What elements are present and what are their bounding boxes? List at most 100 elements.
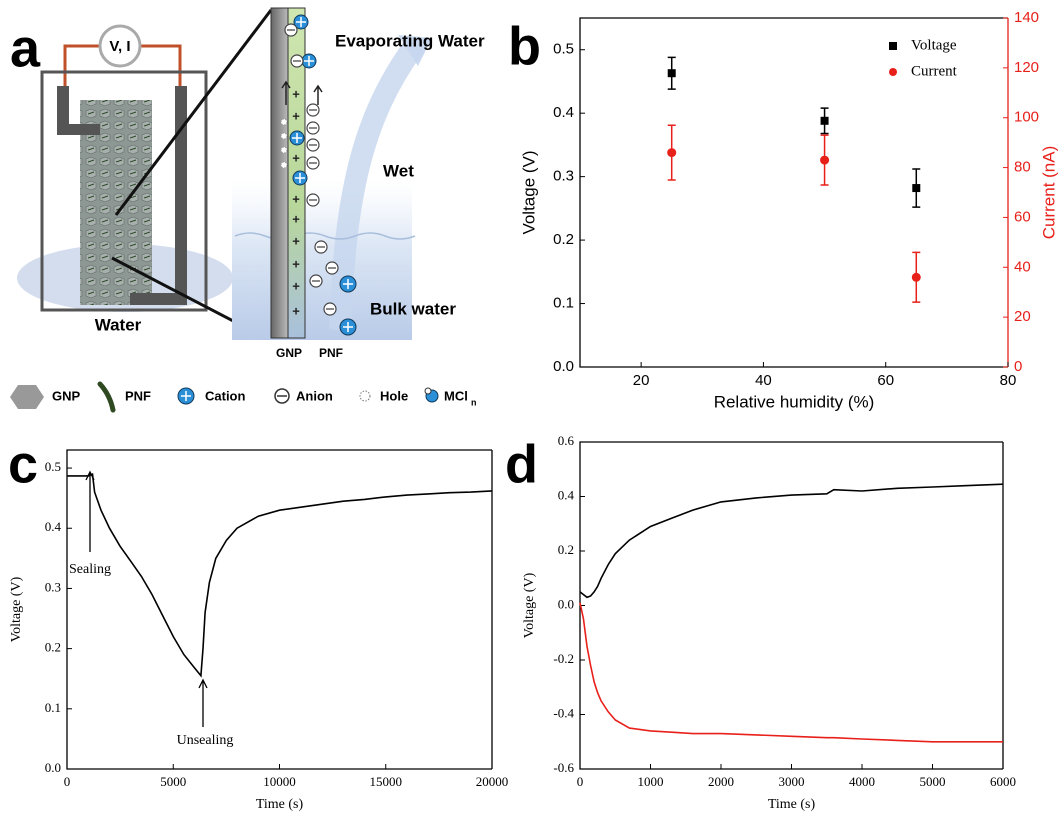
plus: + [292,303,300,318]
legend-cation-icon [181,391,191,401]
y-tick-label: 0.4 [558,487,575,502]
y2-tick-label: 0 [1014,358,1022,375]
x-tick-label: 4000 [849,774,875,789]
panel-label: d [505,434,538,494]
x-tick-label: 20000 [476,774,509,789]
axis-frame [66,449,492,770]
y-tick-label: 0.3 [45,579,61,594]
plus: + [292,256,300,271]
x-tick-label: 15000 [370,774,403,789]
marker [820,155,830,165]
plus: + [292,86,300,101]
legend-hole-icon [359,390,371,402]
plus: + [292,108,300,123]
y2-tick-label: 100 [1014,109,1039,126]
gnp-strip [270,7,289,339]
y-tick-label: 0.0 [553,358,574,375]
bulk-label: Bulk water [370,299,456,318]
legend-label: MCl [444,388,468,403]
y-tick-label: 0.2 [553,231,574,248]
legend-label: Voltage [911,37,957,53]
annotation: Sealing [69,562,111,577]
x-tick-label: 2000 [708,774,734,789]
anions [284,23,339,316]
y-axis-label: Voltage (V) [519,150,538,234]
legend-label: Hole [380,388,408,403]
zoom-line [114,9,273,216]
legend-label: Anion [296,388,333,403]
x-tick-label: 3000 [779,774,805,789]
x-axis-label: Time (s) [768,797,816,812]
annotation-arrow [85,470,95,552]
legend-mcl-icon [424,387,432,395]
meter [98,24,142,68]
x-tick-label: 6000 [990,774,1016,789]
y2-tick-label: 80 [1014,159,1031,176]
y2-tick-label: 60 [1014,208,1031,225]
legend-gnp-icon [10,385,44,409]
holes [280,118,288,169]
panel-label: c [8,434,38,494]
legend-subscript: n [471,397,477,407]
water-region [232,180,412,340]
panel-label: a [10,18,41,78]
panel-label: b [508,16,541,76]
legend-marker [889,68,897,76]
strip-label: GNP [276,346,302,360]
legend-marker [889,42,897,50]
x-tick-label: 80 [1000,372,1017,389]
annotation: Unsealing [177,733,234,748]
y-tick-label: 0.2 [558,542,574,557]
y-tick-label: -0.6 [553,760,574,775]
hole [280,118,288,126]
wet-label: Wet [383,161,414,180]
y-tick-label: 0.6 [558,433,575,448]
y2-tick-label: 140 [1014,9,1039,26]
x-tick-label: 5000 [160,774,186,789]
strip-label: PNF [319,346,343,360]
line [579,483,1004,599]
y-tick-label: 0.5 [45,459,61,474]
electrode [57,86,100,135]
y-tick-label: 0.1 [45,700,61,715]
cation-plus [292,17,353,332]
x-tick-label: 0 [577,774,584,789]
y-tick-label: 0.1 [553,295,574,312]
x-tick-label: 5000 [920,774,946,789]
x-tick-label: 60 [877,372,894,389]
plus: + [292,278,300,293]
charges: + + + + + + + + + [292,86,300,318]
y-tick-label: 0.4 [45,519,62,534]
y-tick-label: 0.5 [553,41,574,58]
y2-axis-label: Current (nA) [1039,146,1058,240]
diagram: a V, I Water + + + + + + + + + [10,7,485,413]
x-tick-label: 0 [64,774,71,789]
legend-pnf-icon [97,381,116,413]
line [67,472,493,678]
legend-label: GNP [52,388,81,403]
y2-tick-label: 120 [1014,59,1039,76]
electrode [130,86,187,305]
marker [667,69,676,78]
hole [280,146,288,154]
y-tick-label: 0.4 [553,104,574,121]
y-tick-label: 0.3 [553,168,574,185]
legend-label: PNF [125,388,151,403]
axis-frame [579,441,1003,770]
line [579,602,1003,743]
plus: + [292,191,300,206]
plus: + [292,233,300,248]
x-tick-label: 1000 [638,774,664,789]
anion-minus [287,29,336,310]
legend-label: Cation [205,388,246,403]
axis-frame [579,17,1008,368]
cation-signs [292,17,353,332]
container [40,70,208,312]
y2-tick-label: 20 [1014,308,1031,325]
y-tick-label: 0.0 [45,760,61,775]
plus: + [292,211,300,226]
y-tick-label: -0.4 [553,705,574,720]
y2-tick-label: 40 [1014,258,1031,275]
x-axis-label: Time (s) [256,797,304,812]
